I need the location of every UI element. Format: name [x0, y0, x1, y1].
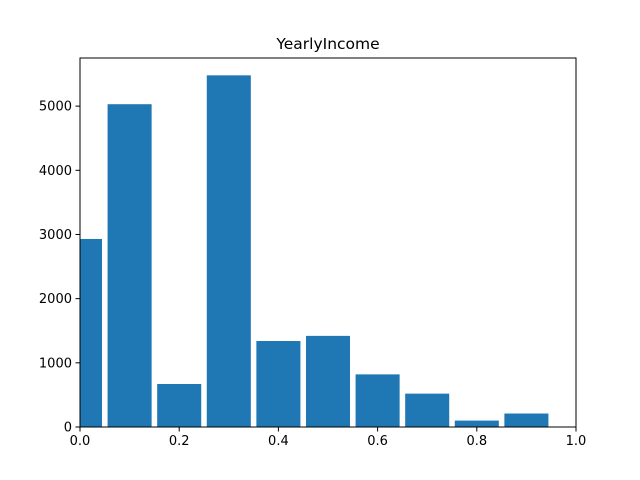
x-tick-label: 0.6 [367, 434, 388, 449]
histogram-bar-6 [355, 374, 400, 427]
x-tick-label: 0.0 [70, 434, 91, 449]
y-tick-label: 4000 [39, 164, 72, 179]
plot-frame [79, 57, 577, 428]
histogram-bar-9 [504, 413, 549, 427]
x-tick-label: 0.8 [466, 434, 487, 449]
histogram-bar-3 [206, 75, 251, 427]
x-tick-label: 1.0 [566, 434, 587, 449]
histogram-bar-5 [305, 335, 351, 427]
y-tick-label: 0 [64, 421, 72, 436]
histogram-bar-2 [157, 384, 202, 427]
x-tick-label: 0.4 [268, 434, 289, 449]
bars-group [80, 75, 549, 427]
y-tick-label: 3000 [39, 228, 72, 243]
y-tick-label: 5000 [39, 100, 72, 115]
histogram-bar-0 [80, 238, 103, 427]
chart-title: YearlyIncome [275, 35, 379, 53]
histogram-bar-7 [405, 393, 450, 427]
y-tick-label: 2000 [39, 292, 72, 307]
y-tick-label: 1000 [39, 356, 72, 371]
x-tick-label: 0.2 [169, 434, 190, 449]
histogram-bar-8 [454, 420, 499, 427]
histogram-bar-4 [256, 341, 301, 427]
axes-group: 0.0 0.2 0.4 0.6 0.8 1.0 0 1000 2000 3000 4000 5000 [39, 57, 587, 449]
histogram-bar-1 [107, 104, 152, 427]
